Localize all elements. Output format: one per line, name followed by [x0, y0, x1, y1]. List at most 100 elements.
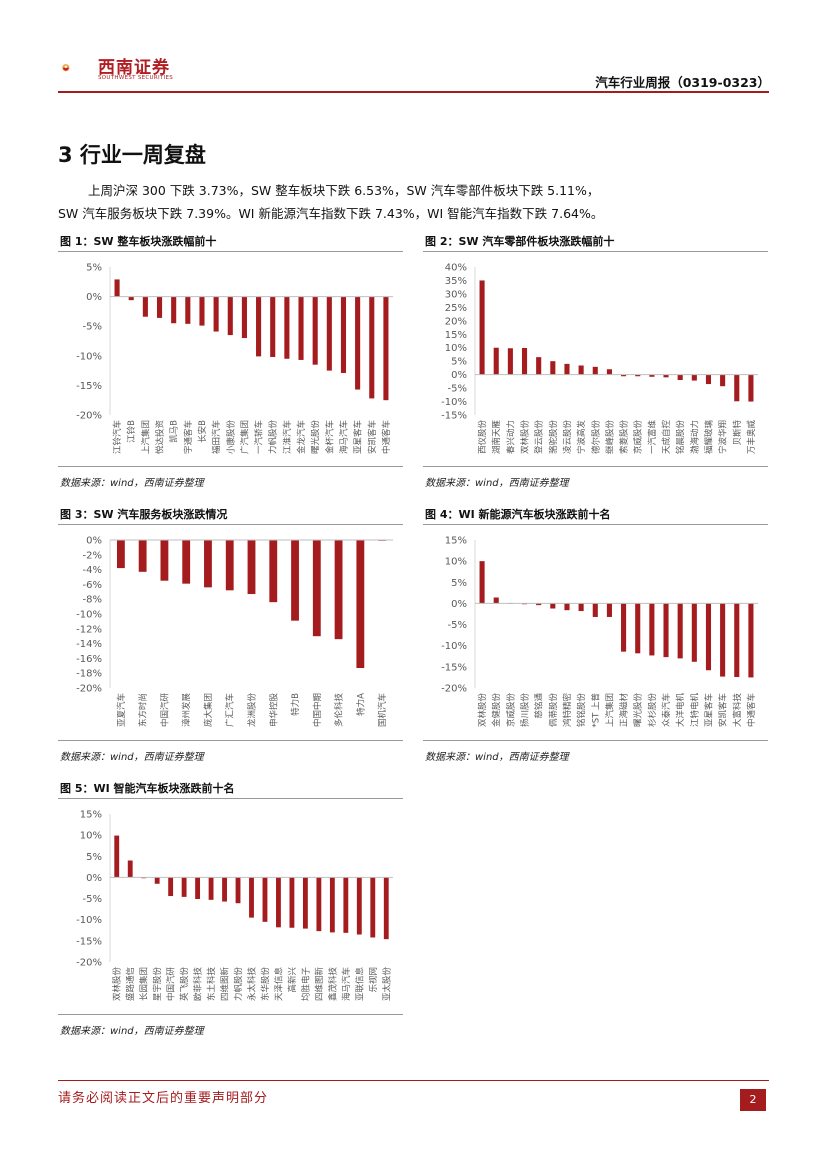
figure-4-source: 数据来源：wind，西南证券整理	[425, 752, 569, 763]
bar	[225, 540, 234, 591]
y-tick-label: -18%	[76, 669, 102, 680]
bar	[343, 877, 349, 933]
y-tick-label: 40%	[445, 263, 467, 274]
category-label: 申华控股	[268, 693, 279, 728]
report-title: 汽车行业周报（0319-0323）	[595, 75, 770, 90]
figure-2-title: 图 2：SW 汽车零部件板块涨跌幅前十	[425, 235, 615, 248]
category-label: 力帆股份	[268, 420, 279, 455]
y-tick-label: -15%	[76, 381, 102, 392]
category-label: 力帆股份	[233, 967, 244, 1002]
y-tick-label: 5%	[451, 357, 467, 368]
y-tick-label: -15%	[76, 936, 102, 947]
category-label: 凯马B	[169, 420, 180, 443]
category-label: 铭晨股份	[675, 420, 686, 455]
bar	[249, 877, 254, 918]
category-label: 索菱股份	[619, 420, 630, 455]
bar	[204, 540, 212, 588]
bar	[592, 603, 598, 617]
category-label: 贝斯特	[732, 420, 743, 446]
bar	[213, 296, 219, 332]
y-tick-label: -10%	[76, 351, 102, 362]
bar	[536, 603, 542, 606]
category-label: 四维图新	[220, 967, 231, 1002]
y-tick-label: 25%	[445, 303, 467, 314]
bar	[227, 296, 233, 336]
bar	[536, 357, 542, 375]
bar	[635, 603, 641, 654]
bar	[479, 561, 485, 604]
category-label: 上汽集团	[140, 420, 151, 454]
y-tick-label: 10%	[445, 557, 467, 568]
category-label: 中国汽研	[159, 693, 170, 728]
category-label: 特力A	[355, 693, 366, 716]
category-label: 宁波华翔	[718, 420, 729, 454]
category-label: 国机汽车	[377, 693, 388, 727]
bar	[235, 877, 241, 904]
bar	[677, 603, 683, 659]
category-label: 湖南天雁	[491, 420, 502, 455]
bar	[199, 296, 205, 326]
figure-4-title: 图 4：WI 新能源汽车板块涨跌前十名	[425, 508, 611, 521]
category-label: 东华股份	[260, 967, 271, 1002]
category-label: 曙光股份	[633, 693, 644, 728]
category-label: 海马汽车	[341, 967, 352, 1001]
bar	[208, 877, 214, 900]
category-label: 江淮汽车	[282, 420, 293, 454]
y-tick-label: -10%	[441, 397, 467, 408]
figure-5-bottom-rule	[58, 1014, 403, 1015]
category-label: 天泽信息	[273, 967, 284, 1002]
category-label: 金杯汽车	[324, 420, 335, 454]
figure-5-title: 图 5：WI 智能汽车板块涨跌前十名	[60, 782, 235, 795]
figure-5-source: 数据来源：wind，西南证券整理	[60, 1026, 204, 1037]
bar	[621, 374, 627, 377]
figure-1-chart: 5% 0% -5% -10% -15% -20% 江铃汽车 江铃B 上汽集团 悦达投资 凯马B 宇通客…	[76, 263, 393, 455]
category-label: 骆驼股份	[548, 420, 559, 455]
category-label: 德尔股份	[590, 420, 601, 455]
category-label: 双林股份	[477, 693, 488, 728]
category-label: 福田汽车	[211, 420, 222, 454]
bar	[748, 603, 754, 678]
category-label: 大洋电机	[675, 693, 686, 728]
category-label: 长安B	[197, 420, 208, 443]
figure-2-bottom-rule	[423, 466, 768, 467]
y-tick-label: 0%	[86, 873, 102, 884]
bar	[720, 603, 726, 677]
logo-icon	[62, 64, 70, 72]
y-tick-label: -14%	[76, 639, 102, 650]
category-label: 亚联信息	[354, 967, 365, 1002]
bar	[289, 877, 295, 928]
bar	[564, 603, 570, 611]
bar	[340, 296, 347, 373]
footer-divider	[58, 1080, 769, 1081]
category-label: 中国汽研	[166, 967, 177, 1002]
category-label: 东土科技	[206, 967, 217, 1002]
figure-1-source: 数据来源：wind，西南证券整理	[60, 478, 204, 489]
figure-1-title: 图 1：SW 整车板块涨跌幅前十	[60, 235, 217, 248]
bar	[195, 877, 201, 899]
category-label: 佩蒂股份	[548, 693, 559, 728]
category-label: 特力B	[290, 693, 301, 716]
category-label: 万丰奥威	[746, 420, 757, 455]
bar	[168, 877, 174, 897]
bar	[734, 603, 740, 678]
bar	[329, 877, 335, 933]
bar	[748, 374, 754, 402]
bar	[302, 877, 308, 929]
bar	[734, 374, 740, 402]
y-tick-label: 0%	[451, 370, 467, 381]
bar	[142, 296, 148, 317]
category-label: 中国中期	[312, 693, 323, 727]
bar	[262, 877, 268, 922]
bar	[114, 279, 120, 297]
y-tick-label: -15%	[441, 662, 467, 673]
y-tick-label: -20%	[76, 958, 102, 969]
y-tick-label: 15%	[445, 330, 467, 341]
y-tick-label: 0%	[451, 599, 467, 610]
bar	[312, 296, 318, 365]
category-label: 江铃B	[126, 420, 137, 443]
y-tick-label: -8%	[83, 595, 102, 606]
figure-1-bottom-rule	[58, 466, 403, 467]
category-label: 江特电机	[689, 693, 700, 728]
category-label: 广汽集团	[239, 420, 250, 454]
bar	[127, 860, 133, 878]
